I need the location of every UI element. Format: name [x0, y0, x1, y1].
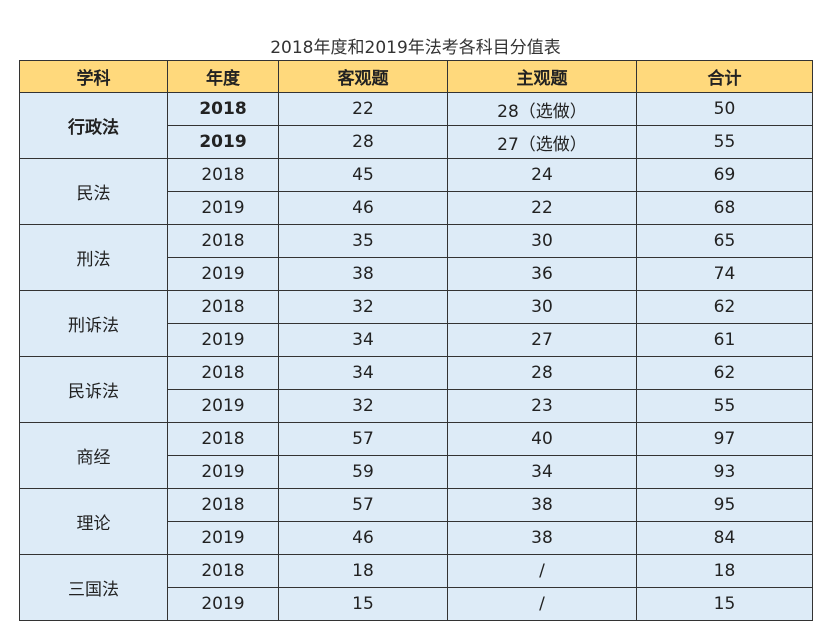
subject-cell: 刑法 — [19, 224, 168, 291]
objective-cell: 15 — [278, 587, 448, 621]
objective-cell: 32 — [278, 290, 448, 324]
subjective-cell: 34 — [447, 455, 637, 489]
year-cell: 2019 — [167, 521, 279, 555]
total-cell: 65 — [636, 224, 813, 258]
objective-cell: 57 — [278, 488, 448, 522]
objective-cell: 46 — [278, 521, 448, 555]
subjective-cell: 38 — [447, 521, 637, 555]
table-row: 商经 2018 57 40 97 — [19, 422, 813, 489]
total-cell: 55 — [636, 389, 813, 423]
total-cell: 84 — [636, 521, 813, 555]
table-row: 2019 38 36 74 — [20, 257, 813, 291]
year-cell: 2018 — [167, 356, 279, 390]
objective-cell: 22 — [278, 92, 448, 126]
table-row: 理论 2018 57 38 95 — [19, 488, 813, 555]
table-row: 2019 59 34 93 — [20, 455, 813, 489]
year-cell: 2018 — [167, 92, 279, 126]
objective-cell: 57 — [278, 422, 448, 456]
header-total: 合计 — [636, 60, 813, 93]
total-cell: 15 — [636, 587, 813, 621]
subjective-cell: 28（选做） — [447, 92, 637, 126]
year-cell: 2019 — [167, 389, 279, 423]
year-cell: 2018 — [167, 224, 279, 258]
objective-cell: 32 — [278, 389, 448, 423]
table-row: 2019 28 27（选做） 55 — [20, 125, 813, 159]
total-cell: 55 — [636, 125, 813, 159]
subject-cell: 三国法 — [19, 554, 168, 621]
table-row: 刑诉法 2018 32 30 62 — [19, 290, 813, 357]
table-row: 民诉法 2018 34 28 62 — [19, 356, 813, 423]
total-cell: 97 — [636, 422, 813, 456]
subjective-cell: 30 — [447, 290, 637, 324]
objective-cell: 38 — [278, 257, 448, 291]
table-row: 行政法 2018 22 28（选做） 50 — [19, 92, 813, 159]
subjective-cell: 23 — [447, 389, 637, 423]
header-row: 学科 年度 客观题 主观题 合计 — [19, 60, 813, 93]
total-cell: 93 — [636, 455, 813, 489]
year-cell: 2019 — [167, 191, 279, 225]
table-row: 民法 2018 45 24 69 — [19, 158, 813, 225]
table-row: 2019 46 22 68 — [20, 191, 813, 225]
objective-cell: 18 — [278, 554, 448, 588]
year-cell: 2019 — [167, 455, 279, 489]
total-cell: 74 — [636, 257, 813, 291]
header-year: 年度 — [167, 60, 279, 93]
table-row: 刑法 2018 35 30 65 — [19, 224, 813, 291]
total-cell: 68 — [636, 191, 813, 225]
subjective-cell: 27 — [447, 323, 637, 357]
objective-cell: 34 — [278, 323, 448, 357]
subjective-cell: 40 — [447, 422, 637, 456]
subject-cell: 理论 — [19, 488, 168, 555]
table-row: 三国法 2018 18/18 — [19, 554, 813, 621]
subjective-cell: 38 — [447, 488, 637, 522]
subject-cell: 刑诉法 — [19, 290, 168, 357]
total-cell: 62 — [636, 290, 813, 324]
total-cell: 62 — [636, 356, 813, 390]
subjective-cell: 36 — [447, 257, 637, 291]
year-cell: 2018 — [167, 158, 279, 192]
subject-cell: 民诉法 — [19, 356, 168, 423]
table-title: 2018年度和2019年法考各科目分值表 — [270, 38, 561, 58]
subject-cell: 行政法 — [19, 92, 168, 159]
year-cell: 2018 — [167, 554, 279, 588]
subjective-cell: 27（选做） — [447, 125, 637, 159]
objective-cell: 28 — [278, 125, 448, 159]
year-cell: 2019 — [167, 323, 279, 357]
subjective-cell: / — [447, 587, 637, 621]
subject-cell: 民法 — [19, 158, 168, 225]
table-row: 2019 46 38 84 — [20, 521, 813, 555]
total-cell: 95 — [636, 488, 813, 522]
subjective-cell: 30 — [447, 224, 637, 258]
table-row: 2019 32 23 55 — [20, 389, 813, 423]
year-cell: 2018 — [167, 488, 279, 522]
total-cell: 18 — [636, 554, 813, 588]
year-cell: 2018 — [167, 422, 279, 456]
header-subjective: 主观题 — [447, 60, 637, 93]
total-cell: 50 — [636, 92, 813, 126]
header-subject: 学科 — [19, 60, 168, 93]
subject-cell: 商经 — [19, 422, 168, 489]
objective-cell: 59 — [278, 455, 448, 489]
year-cell: 2019 — [167, 257, 279, 291]
total-cell: 69 — [636, 158, 813, 192]
year-cell: 2018 — [167, 290, 279, 324]
year-cell: 2019 — [167, 125, 279, 159]
header-objective: 客观题 — [278, 60, 448, 93]
score-table: 学科 年度 客观题 主观题 合计 行政法 2018 22 28（选做） 50 2019 28… — [19, 60, 813, 621]
subjective-cell: 24 — [447, 158, 637, 192]
objective-cell: 45 — [278, 158, 448, 192]
objective-cell: 35 — [278, 224, 448, 258]
table-row: 2019 34 27 61 — [20, 323, 813, 357]
subjective-cell: / — [447, 554, 637, 588]
subjective-cell: 28 — [447, 356, 637, 390]
objective-cell: 34 — [278, 356, 448, 390]
objective-cell: 46 — [278, 191, 448, 225]
total-cell: 61 — [636, 323, 813, 357]
table-row: 2019 15/15 — [20, 587, 813, 621]
year-cell: 2019 — [167, 587, 279, 621]
subjective-cell: 22 — [447, 191, 637, 225]
